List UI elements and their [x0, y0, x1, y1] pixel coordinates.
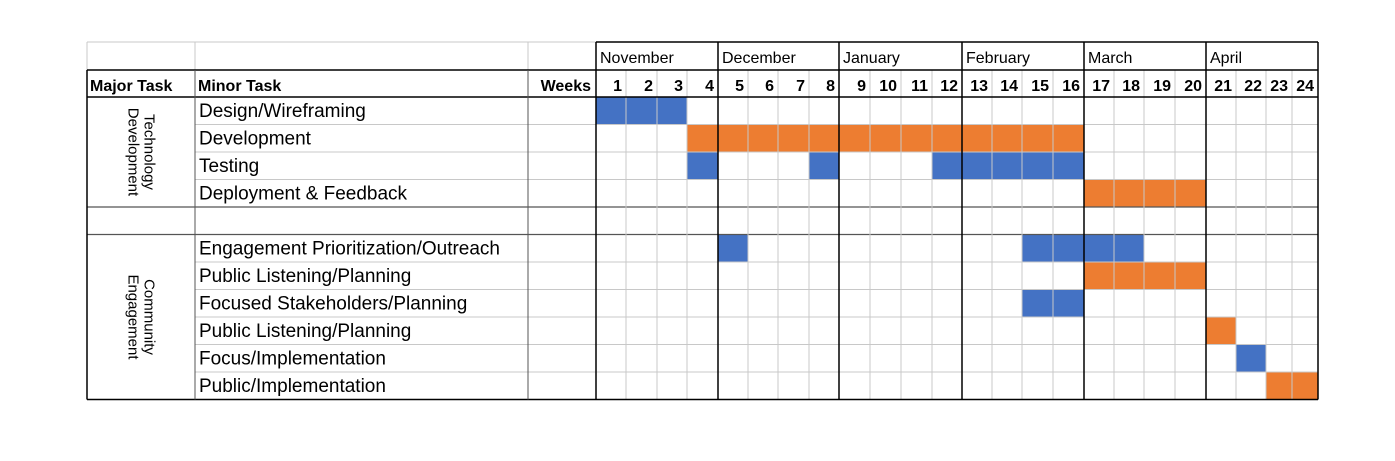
text-layer: Major Task Minor Task Weeks November Decembe… [90, 50, 1314, 397]
week-label: 5 [735, 78, 744, 95]
task-label: Public/Implementation [199, 376, 386, 397]
week-label: 12 [940, 78, 958, 95]
week-label: 24 [1296, 78, 1314, 95]
weeks-header: Weeks [541, 78, 592, 95]
week-label: 3 [674, 78, 683, 95]
week-label: 6 [765, 78, 774, 95]
month-label: December [722, 50, 796, 67]
task-label: Engagement Prioritization/Outreach [199, 239, 500, 260]
task-bar [932, 152, 1084, 180]
week-label: 4 [705, 78, 714, 95]
task-bar [687, 152, 718, 180]
week-label: 10 [879, 78, 897, 95]
minor-task-header: Minor Task [198, 78, 281, 95]
task-bar [1236, 344, 1266, 372]
task-label: Public Listening/Planning [199, 321, 411, 342]
month-label: January [843, 50, 900, 67]
major-task-label: Technology [141, 114, 158, 190]
week-label: 11 [911, 78, 928, 95]
week-label: 16 [1062, 78, 1080, 95]
task-bar [1084, 179, 1206, 207]
bars-layer [596, 97, 1318, 400]
week-label: 17 [1092, 78, 1110, 95]
week-label: 19 [1153, 78, 1171, 95]
month-label: March [1088, 50, 1132, 67]
task-bar [1206, 317, 1236, 345]
week-label: 18 [1122, 78, 1140, 95]
major-task-label: Engagement [125, 274, 142, 360]
task-label: Development [199, 129, 312, 150]
month-label: April [1210, 50, 1242, 67]
week-label: 9 [857, 78, 866, 95]
task-bar [596, 97, 687, 125]
major-task-label: Community [141, 279, 158, 355]
task-label: Focused Stakeholders/Planning [199, 294, 467, 315]
task-bar [1022, 234, 1144, 262]
task-label: Design/Wireframing [199, 101, 366, 122]
week-label: 15 [1031, 78, 1049, 95]
task-bar [809, 152, 839, 180]
task-label: Focus/Implementation [199, 349, 386, 370]
week-label: 20 [1184, 78, 1202, 95]
task-bar [687, 124, 1084, 152]
task-bar [718, 234, 748, 262]
week-label: 23 [1270, 78, 1288, 95]
week-label: 2 [644, 78, 653, 95]
task-label: Public Listening/Planning [199, 266, 411, 287]
week-label: 1 [613, 78, 622, 95]
major-task-label: Development [125, 108, 142, 197]
task-bar [1084, 262, 1206, 290]
week-label: 13 [970, 78, 988, 95]
week-label: 7 [796, 78, 805, 95]
task-label: Testing [199, 156, 259, 177]
week-label: 22 [1244, 78, 1262, 95]
task-label: Deployment & Feedback [199, 184, 408, 205]
month-label: February [966, 50, 1030, 67]
week-label: 14 [1000, 78, 1018, 95]
week-label: 8 [826, 78, 835, 95]
month-label: November [600, 50, 674, 67]
major-task-header: Major Task [90, 78, 173, 95]
grid-layer [86, 41, 1319, 401]
week-label: 21 [1214, 78, 1232, 95]
